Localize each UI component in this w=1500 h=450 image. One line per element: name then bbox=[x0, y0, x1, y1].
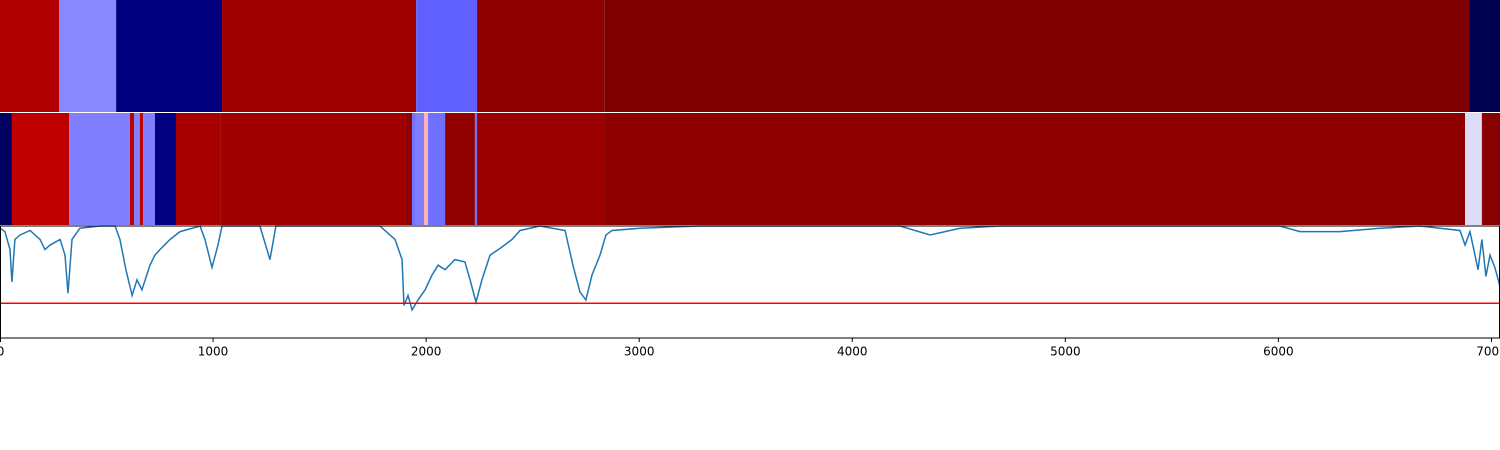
heat-segment bbox=[1481, 113, 1500, 225]
heat-segment bbox=[1465, 113, 1482, 225]
heat-segment bbox=[142, 113, 155, 225]
plot-frame bbox=[0, 225, 1500, 339]
heat-segment bbox=[139, 113, 143, 225]
heat-segment bbox=[412, 113, 416, 225]
x-tick-label: 0 bbox=[0, 345, 4, 359]
heat-segment bbox=[222, 0, 417, 112]
heat-segment bbox=[477, 113, 605, 225]
x-tick-label: 1000 bbox=[198, 345, 229, 359]
heat-segment bbox=[11, 113, 70, 225]
heat-segment bbox=[154, 113, 176, 225]
heat-segment bbox=[220, 113, 406, 225]
data-line bbox=[0, 225, 1500, 312]
heat-segment bbox=[69, 113, 130, 225]
heat-segment bbox=[129, 113, 135, 225]
heat-segment bbox=[59, 0, 117, 112]
x-tick-label: 5000 bbox=[1050, 345, 1081, 359]
heat-segment bbox=[424, 113, 429, 225]
x-tick-label: 4000 bbox=[837, 345, 868, 359]
heat-segment bbox=[474, 113, 478, 225]
heat-segment bbox=[134, 113, 140, 225]
heat-segment bbox=[416, 0, 478, 112]
x-tick-label: 3000 bbox=[624, 345, 655, 359]
heat-segment bbox=[175, 113, 221, 225]
heat-segment bbox=[445, 113, 475, 225]
heat-segment bbox=[116, 0, 223, 112]
heat-segment bbox=[415, 113, 425, 225]
heat-segment bbox=[604, 113, 1466, 225]
x-tick-label: 7000 bbox=[1476, 345, 1500, 359]
x-tick-label: 2000 bbox=[411, 345, 442, 359]
heat-segment bbox=[0, 0, 60, 112]
heat-segment bbox=[1469, 0, 1500, 112]
heat-segment bbox=[405, 113, 413, 225]
heat-segment bbox=[428, 113, 446, 225]
heat-segment bbox=[0, 113, 12, 225]
heat-segment bbox=[477, 0, 605, 112]
x-tick-label: 6000 bbox=[1263, 345, 1294, 359]
heat-segment bbox=[604, 0, 1470, 112]
